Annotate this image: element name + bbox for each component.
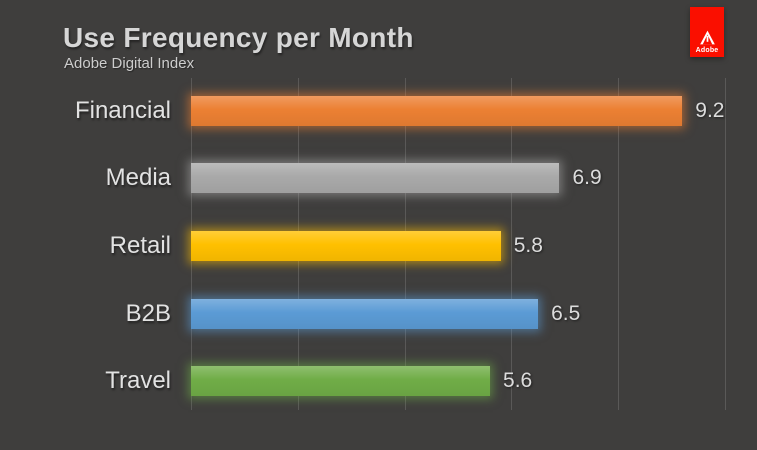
bar-media	[191, 163, 560, 194]
value-label-travel: 5.6	[503, 369, 533, 393]
value-label-media: 6.9	[572, 166, 602, 190]
gridline	[511, 78, 513, 410]
value-label-retail: 5.8	[513, 233, 543, 257]
category-label-financial: Financial	[74, 96, 171, 124]
bar-financial	[191, 95, 683, 126]
bar-retail	[191, 230, 501, 261]
value-label-financial: 9.2	[695, 98, 725, 122]
adobe-a-icon	[698, 29, 717, 46]
chart-title: Use Frequency per Month	[63, 22, 414, 53]
bar-track: 9.2	[191, 95, 757, 126]
gridline	[725, 78, 726, 410]
bar-b2b	[191, 298, 539, 329]
bar-row: Retail 5.8	[0, 212, 757, 280]
category-label-b2b: B2B	[125, 299, 171, 327]
category-label-media: Media	[105, 164, 171, 192]
bar-track: 5.8	[191, 230, 757, 261]
category-label-travel: Travel	[105, 367, 171, 395]
category-label-retail: Retail	[109, 231, 171, 259]
gridline	[618, 78, 620, 410]
value-label-b2b: 6.5	[551, 301, 581, 325]
bar-track: 5.6	[191, 366, 757, 397]
bar-row: Travel 5.6	[0, 347, 757, 415]
adobe-logo: Adobe	[690, 7, 724, 57]
bar-row: Financial 9.2	[0, 77, 757, 145]
adobe-brand-label: Adobe	[695, 47, 719, 54]
bar-row: B2B 6.5	[0, 280, 757, 348]
chart-subtitle: Adobe Digital Index	[64, 55, 195, 72]
bar-rows: Financial 9.2 Media 6.9 Retail 5.8 B2B	[0, 77, 757, 415]
bar-track: 6.5	[191, 298, 757, 329]
bar-travel	[191, 366, 491, 397]
bar-row: Media 6.9	[0, 145, 757, 213]
bar-track: 6.9	[191, 163, 757, 194]
